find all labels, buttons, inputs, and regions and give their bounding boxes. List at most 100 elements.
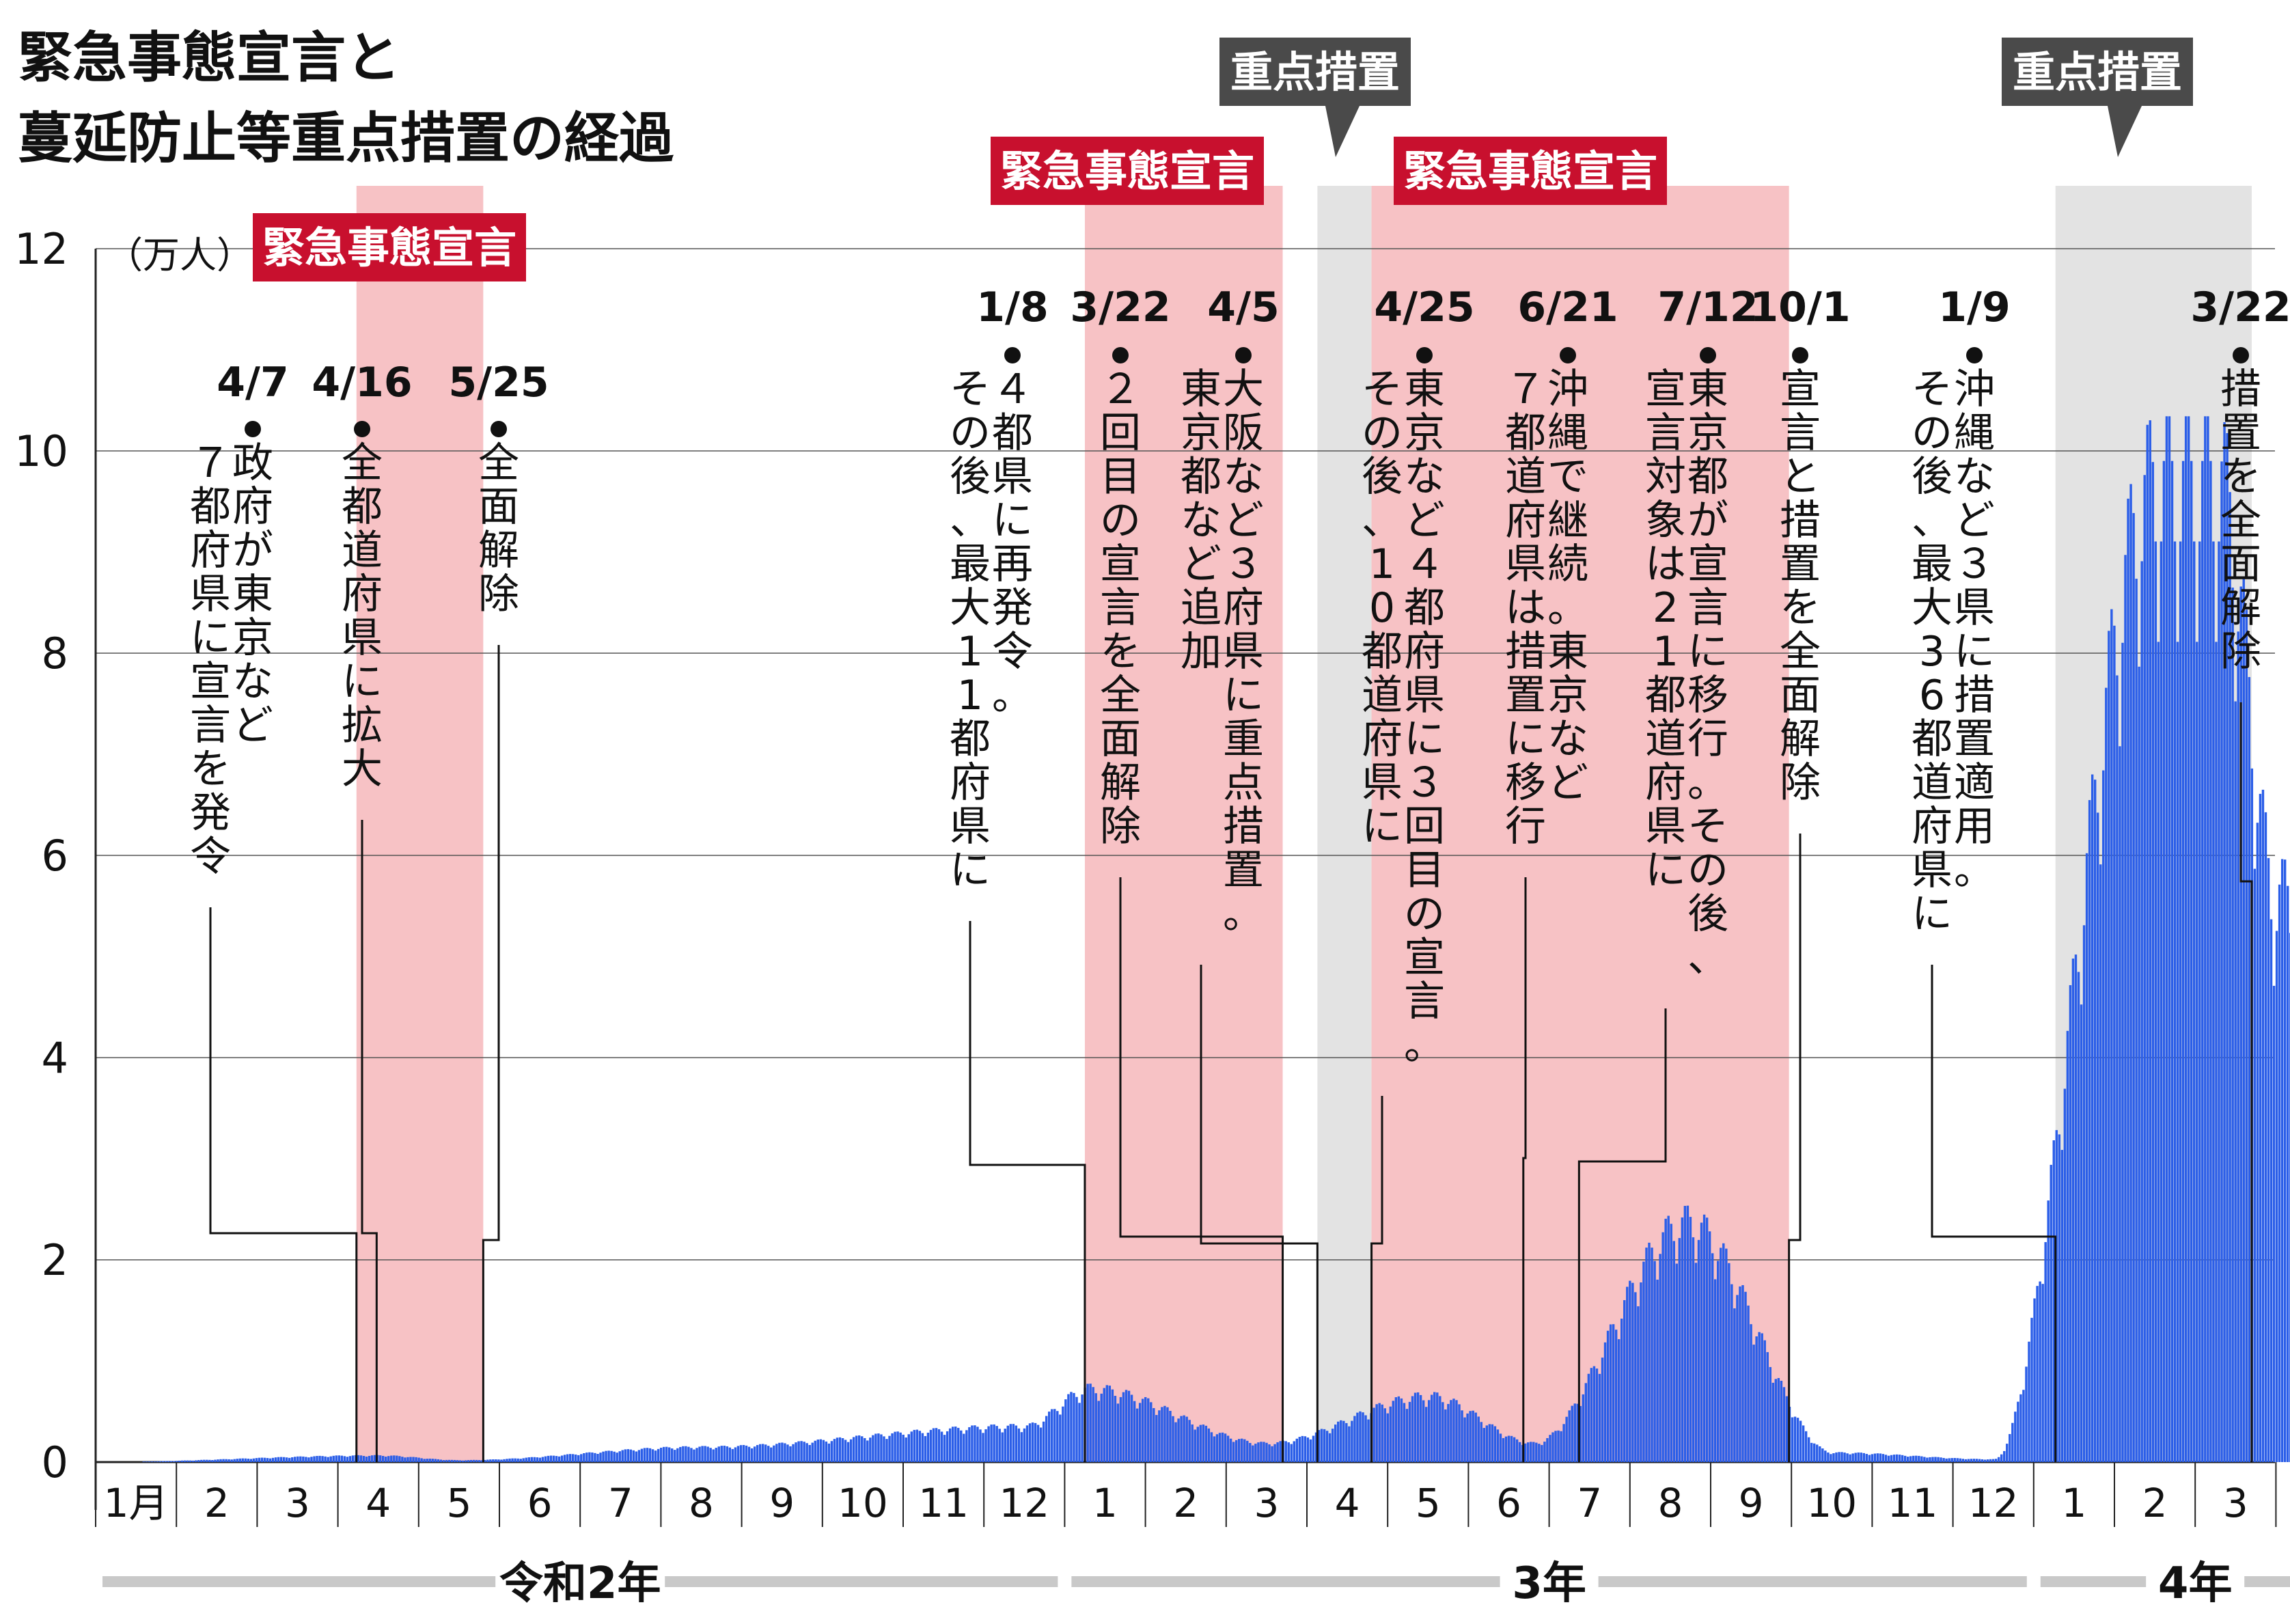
daily-bar [1114, 1396, 1117, 1462]
daily-bar [1997, 1457, 2000, 1462]
daily-bar [1039, 1427, 1043, 1462]
daily-bar [745, 1445, 748, 1462]
daily-bar [2105, 687, 2108, 1463]
daily-bar [1940, 1457, 1942, 1462]
annotation-date: 1/8 [976, 284, 1048, 331]
annotation-char: 措 [1505, 628, 1546, 676]
annotation-char: な [1954, 453, 1995, 501]
daily-bar [1923, 1457, 1926, 1462]
annotation-char: 道 [1912, 759, 1953, 807]
daily-bar [1609, 1324, 1612, 1462]
daily-bar [844, 1440, 847, 1462]
daily-bar [2138, 666, 2140, 1462]
daily-bar [2033, 1298, 2036, 1462]
daily-bar [1461, 1410, 1463, 1462]
daily-bar [415, 1457, 417, 1462]
daily-bar [990, 1425, 993, 1462]
annotation-char: 都 [1404, 584, 1445, 632]
daily-bar [1405, 1409, 1409, 1462]
daily-bar [563, 1455, 566, 1462]
daily-bar [1640, 1282, 1642, 1462]
daily-bar [814, 1440, 816, 1462]
daily-bar [2055, 1130, 2058, 1462]
annotation-char: 宣 [1645, 366, 1686, 413]
daily-bar [1670, 1224, 1672, 1462]
daily-bar [1444, 1409, 1447, 1462]
daily-bar [1755, 1336, 1758, 1462]
daily-bar [643, 1448, 646, 1462]
daily-bar [1204, 1425, 1208, 1462]
daily-bar [668, 1447, 671, 1462]
annotation-char: 措 [1223, 803, 1264, 851]
daily-bar [1163, 1405, 1166, 1462]
daily-bar [1210, 1432, 1213, 1462]
x-tick-label: 6 [527, 1480, 553, 1526]
annotation-leader [1370, 1096, 1383, 1462]
daily-bar [872, 1435, 874, 1462]
daily-bar [827, 1443, 831, 1462]
daily-bar [2187, 416, 2190, 1462]
daily-bar [1284, 1441, 1287, 1462]
daily-bar [1507, 1435, 1510, 1462]
daily-bar [2121, 642, 2124, 1462]
period-tag-priority [2002, 38, 2193, 106]
daily-bar [709, 1448, 712, 1462]
daily-bar [786, 1444, 789, 1462]
daily-bar [665, 1446, 668, 1462]
daily-bar [1012, 1424, 1015, 1462]
annotation-date: 3/22 [1070, 284, 1170, 331]
daily-bar [252, 1458, 256, 1462]
daily-bar [365, 1456, 368, 1462]
daily-bar [296, 1456, 299, 1462]
annotation-char: ど [1547, 759, 1588, 807]
x-tick-label: 4 [1335, 1480, 1360, 1526]
daily-bar [1802, 1425, 1805, 1462]
daily-bar [1062, 1406, 1064, 1462]
annotation-char: 都 [1181, 453, 1222, 501]
daily-bar [1086, 1384, 1089, 1462]
annotation-char: な [232, 658, 273, 706]
daily-bar [1857, 1452, 1860, 1462]
daily-bar [2022, 1390, 2025, 1462]
daily-bar [1720, 1248, 1722, 1462]
daily-bar [1557, 1430, 1560, 1462]
daily-bar [536, 1457, 539, 1462]
x-tick-label: 7 [608, 1480, 633, 1526]
daily-bar [1510, 1435, 1513, 1462]
daily-bar [1320, 1429, 1323, 1462]
daily-bar [552, 1455, 555, 1462]
annotation-char: 縄 [1547, 409, 1588, 457]
daily-bar [1119, 1396, 1122, 1462]
annotation-char: に [1404, 715, 1445, 763]
daily-bar [1854, 1453, 1857, 1462]
daily-bar [855, 1435, 858, 1462]
daily-bar [2091, 774, 2094, 1462]
daily-bar [778, 1442, 781, 1462]
daily-bar [1915, 1455, 1918, 1462]
daily-bar [1337, 1421, 1340, 1462]
daily-bar [995, 1426, 998, 1462]
annotation-leader [1788, 834, 1802, 1462]
daily-bar [646, 1448, 649, 1462]
annotation-char: 回 [1100, 409, 1141, 457]
annotation-date: 3/22 [2190, 284, 2290, 331]
annotation-char: は [1645, 540, 1686, 588]
annotations: 4/7政府が東京など７都府県に宣言を発令4/16全都道府県に拡大5/25全面解除… [190, 284, 2290, 1069]
daily-bar [1942, 1457, 1945, 1462]
daily-bar [1323, 1429, 1326, 1462]
daily-bar [1551, 1432, 1554, 1462]
daily-bar [2223, 422, 2226, 1462]
daily-bar [1595, 1368, 1599, 1462]
daily-bar [1907, 1457, 1909, 1462]
daily-bar [924, 1435, 927, 1462]
daily-bar [1047, 1412, 1051, 1462]
annotation-char: 道 [1505, 453, 1546, 501]
annotation-char: の [1362, 409, 1403, 457]
daily-bar [1001, 1432, 1004, 1462]
x-tick-label: 5 [1416, 1480, 1441, 1526]
daily-bar [1694, 1263, 1698, 1462]
daily-bar [775, 1444, 778, 1462]
daily-bar [1334, 1425, 1337, 1462]
daily-bar [1424, 1407, 1428, 1462]
